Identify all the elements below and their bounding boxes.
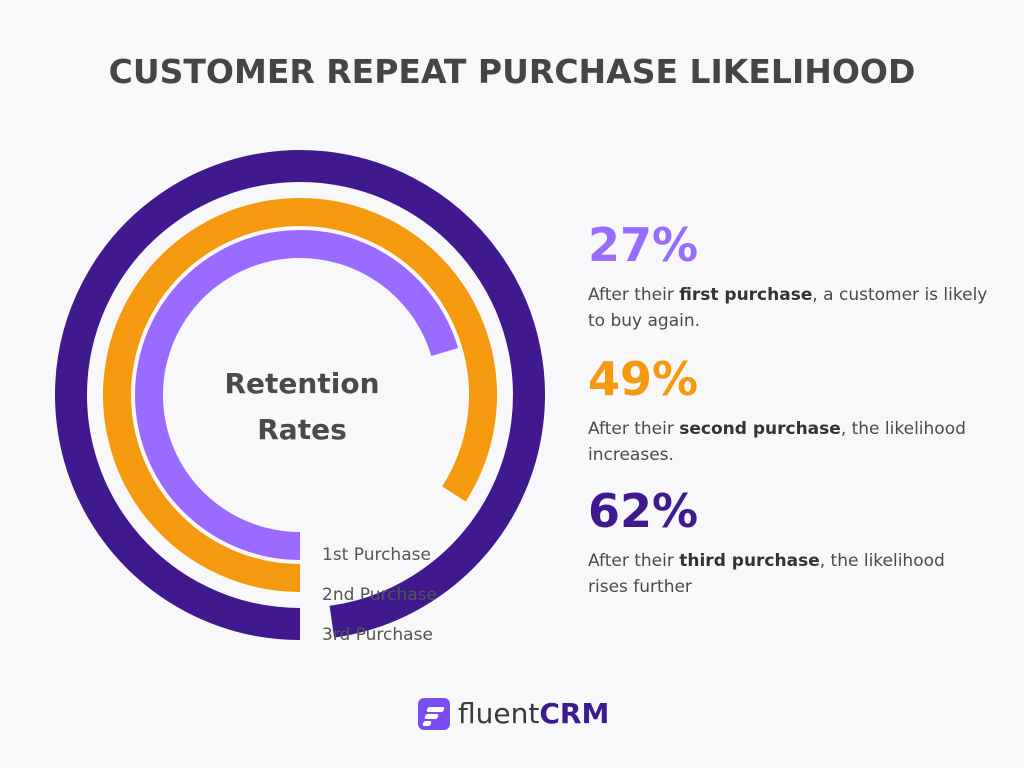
stat-value: 62% bbox=[588, 484, 699, 538]
bar-1st-purchase bbox=[135, 230, 459, 560]
stat-value: 49% bbox=[588, 352, 699, 406]
radial-bar-chart: Retention Rates 1st Purchase 2nd Purchase 3… bbox=[55, 150, 545, 645]
bar-3rd-purchase bbox=[55, 150, 545, 640]
category-label: 1st Purchase bbox=[322, 545, 431, 565]
center-label-line: Retention bbox=[224, 367, 379, 400]
stat-description: After their third purchase, the likeliho… bbox=[588, 551, 945, 597]
bar-2nd-purchase bbox=[103, 198, 497, 592]
category-label: 2nd Purchase bbox=[322, 585, 437, 605]
stat-description: After their first purchase, a customer i… bbox=[588, 285, 988, 331]
stat-description: After their second purchase, the likelih… bbox=[588, 419, 966, 465]
fluentcrm-logo-icon bbox=[418, 698, 450, 730]
chart-title: CUSTOMER REPEAT PURCHASE LIKELIHOOD bbox=[108, 52, 916, 91]
center-label-line: Rates bbox=[257, 413, 347, 446]
brand-name: fluentCRM bbox=[458, 697, 610, 730]
stat-value: 27% bbox=[588, 218, 699, 272]
stat-third-purchase: 62% After their third purchase, the like… bbox=[588, 488, 988, 600]
stat-first-purchase: 27% After their first purchase, a custom… bbox=[588, 222, 988, 334]
category-label: 3rd Purchase bbox=[322, 625, 433, 645]
stat-second-purchase: 49% After their second purchase, the lik… bbox=[588, 356, 988, 468]
